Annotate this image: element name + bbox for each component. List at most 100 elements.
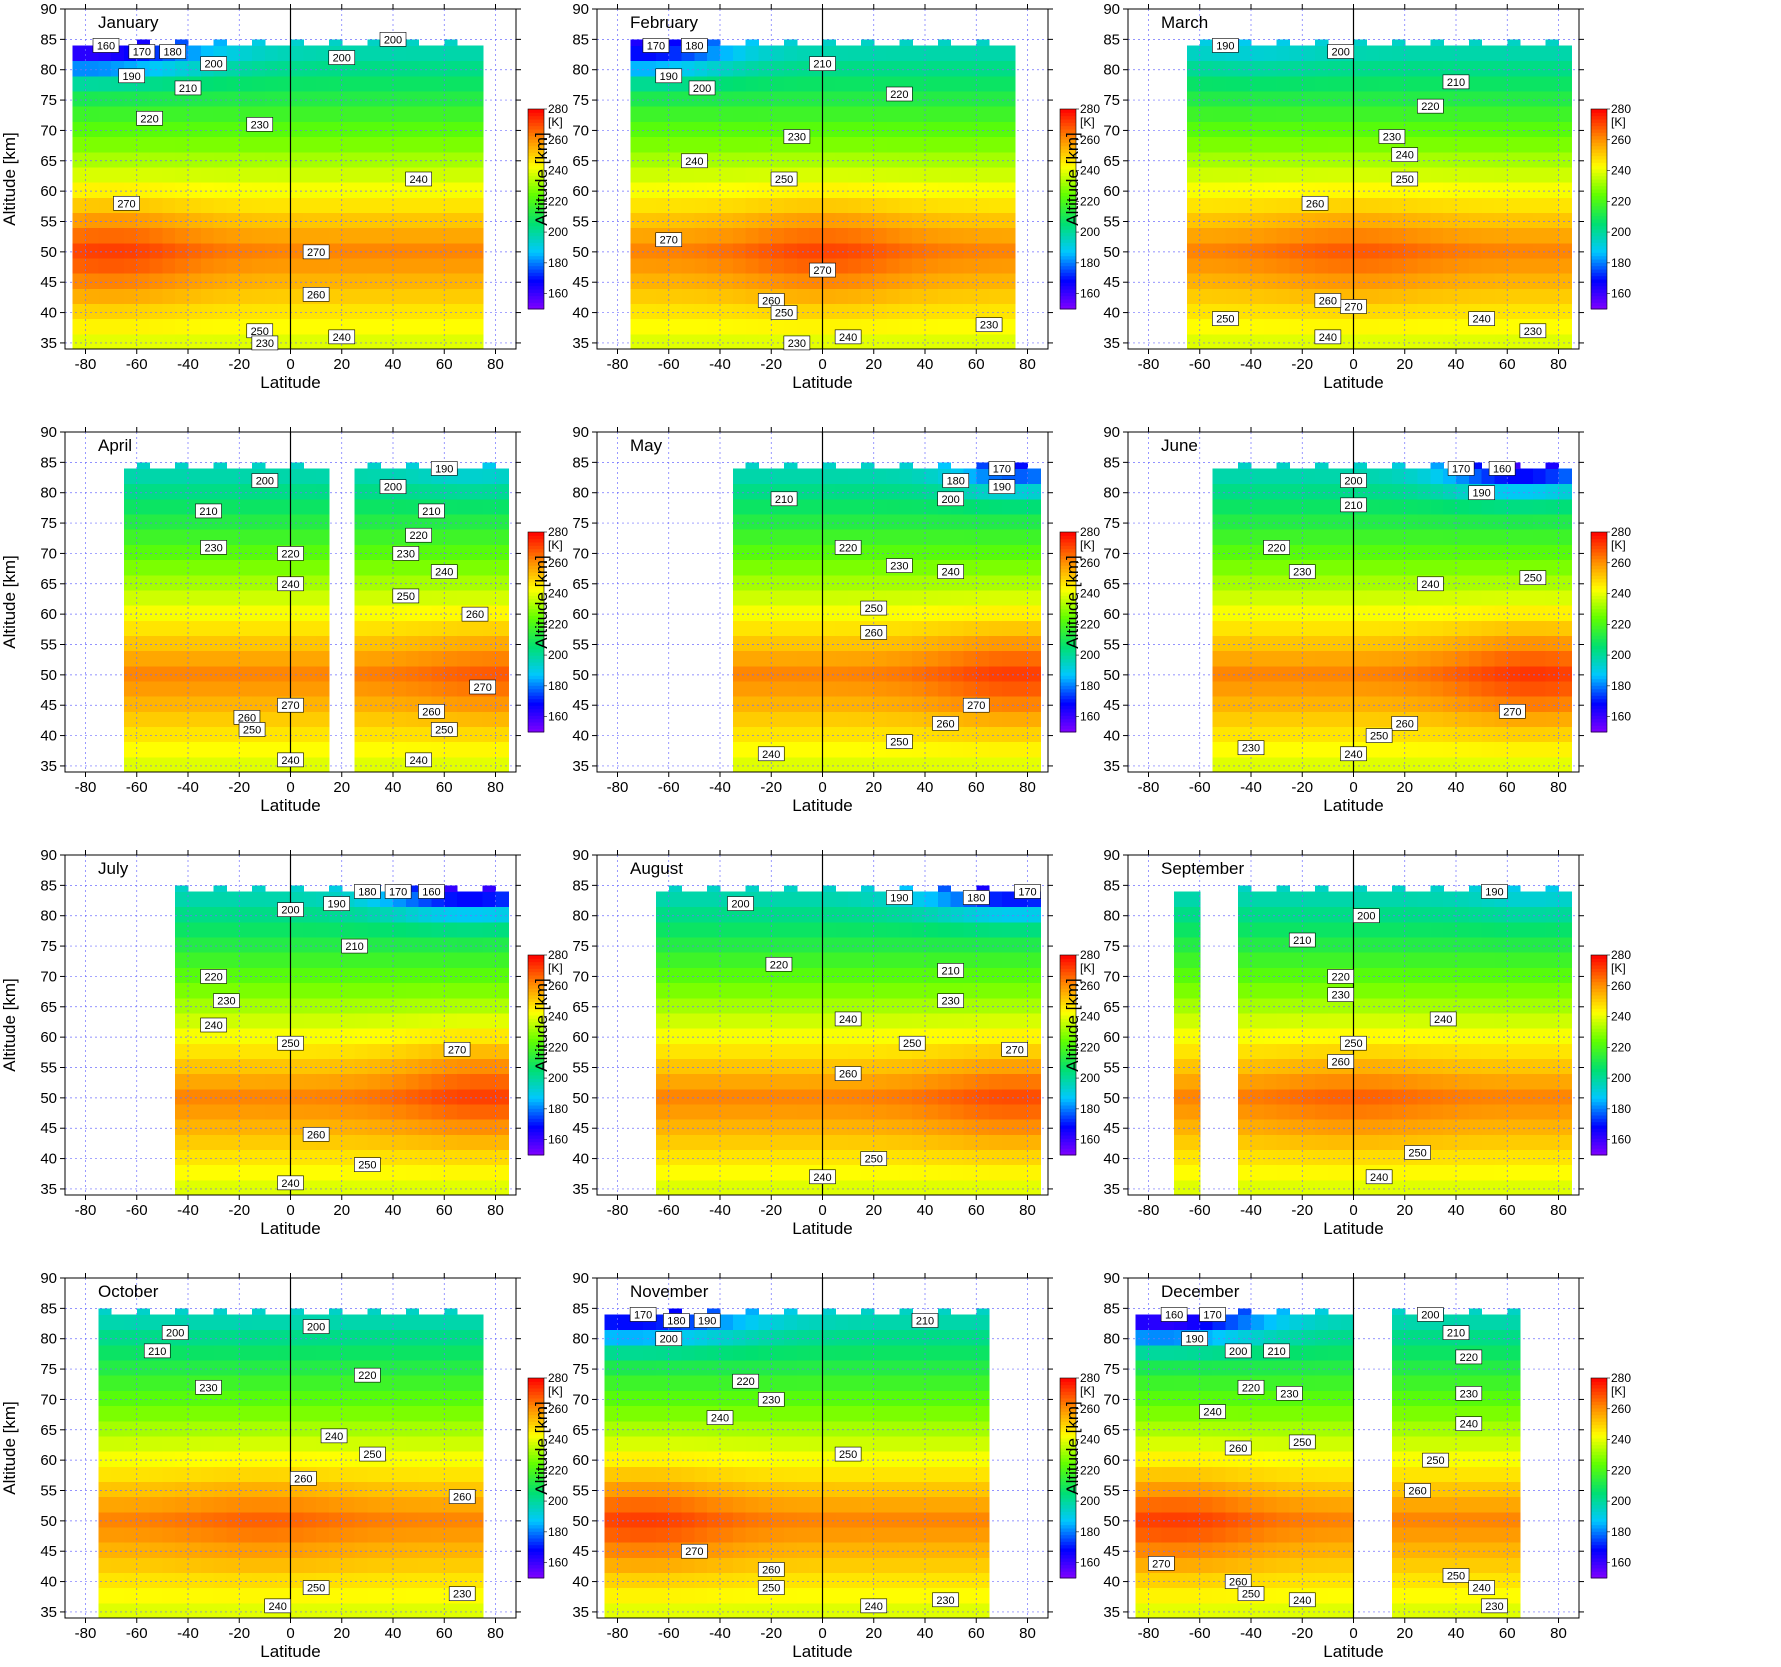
y-tick-label: 35 [40,335,57,352]
x-tick-label: 20 [333,1202,350,1219]
y-tick-label: 60 [572,1029,589,1046]
contour-label: 250 [770,171,798,187]
colorbar-tick-label: 180 [1080,1525,1100,1539]
colorbar-tick-label: 280 [1611,1371,1631,1385]
y-tick-label: 60 [40,606,57,623]
y-tick-label: 40 [40,1574,57,1591]
colorbar-tick-label: 180 [1080,1102,1100,1116]
contour-label: 230 [1327,987,1354,1002]
contour-label-text: 250 [307,1583,325,1595]
x-tick-label: -20 [1291,356,1313,373]
contour-label-text: 200 [384,34,402,46]
contour-label-text: 200 [731,899,749,911]
colorbar-tick-label: 280 [1611,948,1631,962]
contour-label-text: 200 [693,83,711,95]
contour-label: 170 [988,461,1016,476]
colorbar-tick-label: 280 [1080,1371,1100,1385]
contour-label-text: 160 [1165,1309,1183,1321]
y-tick-label: 85 [1103,1300,1120,1317]
contour-label-text: 250 [363,1449,381,1461]
x-tick-label: 60 [436,1625,453,1642]
y-tick-label: 75 [572,92,589,109]
x-tick-label: -60 [126,356,148,373]
contour-label-text: 220 [358,1370,376,1382]
contour-label-text: 250 [1344,1038,1362,1050]
y-tick-label: 60 [1103,606,1120,623]
colorbar: 160 180 200 220 240 260 280[K] [1590,1371,1631,1579]
x-tick-label: -60 [1189,1625,1211,1642]
y-tick-label: 55 [1103,214,1120,231]
y-tick-label: 35 [572,1181,589,1198]
x-tick-label: 80 [487,356,504,373]
contour-label-text: 260 [1408,1486,1426,1498]
contour-label-text: 240 [941,567,959,579]
contour-label-text: 250 [1293,1437,1311,1449]
contour-label: 260 [233,710,261,725]
x-tick-label: -60 [126,1625,148,1642]
contour-label: 260 [757,1562,785,1577]
colorbar-tick-label: 220 [1611,617,1631,631]
contour-label-text: 240 [1396,150,1414,162]
contour-label: 240 [1417,576,1444,592]
x-axis-title: Latitude [792,796,853,815]
y-tick-label: 90 [1103,424,1120,441]
colorbar-tick-label: 180 [1611,1102,1631,1116]
x-tick-label: -60 [658,356,680,373]
x-tick-label: 20 [333,1625,350,1642]
contour-label-text: 190 [122,71,140,83]
month-title: July [98,859,129,878]
x-tick-label: -40 [709,1625,731,1642]
x-tick-label: -80 [75,779,97,796]
colorbar-unit: [K] [1611,115,1626,129]
contour-label: 260 [1391,716,1419,731]
contour-label: 200 [1340,473,1367,488]
contour-label-text: 230 [788,338,806,350]
contour-label: 210 [418,503,445,519]
y-tick-label: 55 [1103,637,1120,654]
contour-label-text: 270 [967,700,985,712]
contour-label-text: 270 [1503,706,1521,718]
contour-label: 210 [809,56,836,71]
contour-label-text: 170 [1452,463,1470,475]
contour-label-text: 180 [685,40,703,52]
y-tick-label: 75 [1103,1361,1120,1378]
x-tick-label: -80 [1138,1625,1160,1642]
contour-label: 240 [1391,147,1419,163]
colorbar: 160 180 200 220 240 260 280[K] [1059,102,1100,310]
contour-label: 260 [302,287,330,302]
y-tick-label: 55 [572,637,589,654]
contour-label-text: 260 [307,1129,325,1141]
contour-label-text: 250 [1216,314,1234,326]
contour-label-text: 230 [397,548,415,560]
x-tick-label: 80 [487,779,504,796]
colorbar-tick-label: 240 [1611,587,1631,601]
contour-label-text: 230 [1332,990,1350,1002]
x-tick-label: 20 [865,779,882,796]
colorbar-tick-label: 260 [548,133,568,147]
contour-label: 250 [1442,1568,1470,1583]
panel-september: -80 -60 -40 -20 0 20 40 60 80 35 40 45 50 55 60 65 70 75 8… [1063,847,1631,1238]
colorbar-tick-label: 240 [548,164,568,178]
contour-label-text: 240 [1344,749,1362,761]
contour-label-text: 240 [409,174,427,186]
contour-label-text: 180 [667,1316,685,1328]
y-axis-title: Altitude [km] [0,132,19,226]
contour-label: 190 [430,461,458,476]
contour-label: 250 [1340,1035,1367,1051]
contour-label-text: 270 [307,247,325,259]
x-tick-label: -80 [607,779,629,796]
x-tick-label: -60 [658,1202,680,1219]
contour-label: 240 [834,1011,862,1027]
colorbar-tick-label: 160 [548,287,568,301]
y-tick-label: 45 [40,274,57,291]
contour-label-text: 200 [941,494,959,506]
contour-label: 220 [1455,1349,1483,1365]
y-tick-label: 90 [40,424,57,441]
y-tick-label: 50 [40,1090,57,1107]
contour-label: 240 [277,1175,304,1191]
contour-label-text: 220 [1267,542,1285,554]
contour-label-text: 230 [217,996,235,1008]
contour-label-text: 230 [1524,326,1542,338]
panel-may: -80 -60 -40 -20 0 20 40 60 80 35 40 45 50 55 60 65 70 75 8… [532,424,1100,815]
